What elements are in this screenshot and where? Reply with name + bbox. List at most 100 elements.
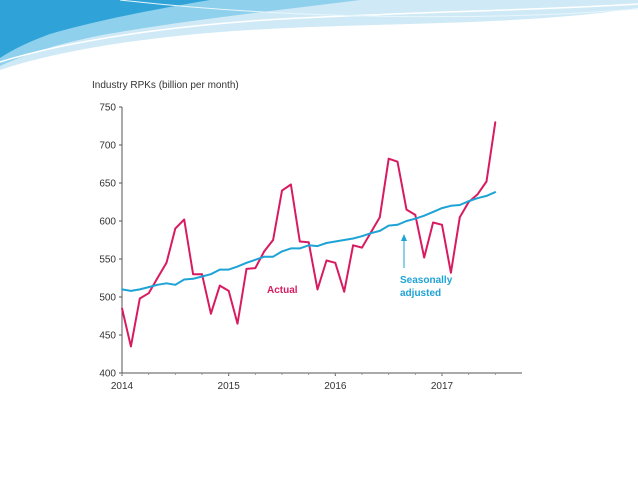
chart-caption-area <box>82 400 294 468</box>
chart-panel <box>82 66 558 412</box>
series-line-actual <box>121 122 497 348</box>
y-axis-ticks: 750 700 650 600 550 500 450 400 <box>99 103 122 380</box>
data-point-seasonally-adjusted <box>450 204 452 207</box>
chart-axes <box>121 107 522 374</box>
header-swoosh-decoration <box>0 0 638 70</box>
y-tick-label: 750 <box>99 103 116 114</box>
data-point-actual <box>290 183 292 186</box>
data-point-actual <box>343 290 346 293</box>
data-point-seasonally-adjusted <box>370 232 372 235</box>
data-point-actual <box>387 157 390 160</box>
data-point-actual <box>210 312 212 315</box>
data-point-actual <box>396 160 399 163</box>
data-point-seasonally-adjusted <box>325 242 328 244</box>
data-point-seasonally-adjusted <box>441 207 443 210</box>
y-tick-label: 700 <box>99 141 116 152</box>
data-point-actual <box>298 240 301 243</box>
chart-series <box>121 121 497 348</box>
data-point-seasonally-adjusted <box>218 268 221 271</box>
data-point-seasonally-adjusted <box>130 290 132 292</box>
y-tick-label: 550 <box>99 255 116 266</box>
data-point-actual <box>121 307 123 310</box>
data-point-actual <box>227 290 230 292</box>
data-point-seasonally-adjusted <box>210 273 212 276</box>
data-point-actual <box>476 193 479 196</box>
data-point-seasonally-adjusted <box>281 250 283 253</box>
data-point-seasonally-adjusted <box>334 240 337 243</box>
data-point-actual <box>432 221 434 224</box>
data-point-actual <box>165 261 168 264</box>
data-point-actual <box>378 216 381 219</box>
data-point-seasonally-adjusted <box>361 235 363 238</box>
data-point-seasonally-adjusted <box>396 223 399 226</box>
annotation-seasonally-adjusted-line1: Seasonally <box>400 275 453 286</box>
data-point-seasonally-adjusted <box>201 275 203 278</box>
data-point-seasonally-adjusted <box>174 283 177 286</box>
x-tick-label: 2014 <box>111 381 134 392</box>
data-point-seasonally-adjusted <box>458 204 461 206</box>
data-point-seasonally-adjusted <box>343 239 346 241</box>
swoosh-highlight-line-2 <box>119 0 638 18</box>
x-tick-label: 2017 <box>431 381 454 392</box>
data-point-seasonally-adjusted <box>165 282 168 285</box>
data-point-actual <box>147 292 150 295</box>
data-point-seasonally-adjusted <box>192 277 194 280</box>
chart-annotations: Actual Seasonally adjusted <box>267 234 453 299</box>
annotation-seasonally-adjusted-line2: adjusted <box>400 288 441 299</box>
data-point-seasonally-adjusted <box>307 244 310 247</box>
data-point-seasonally-adjusted <box>236 265 239 268</box>
data-point-actual <box>316 288 319 291</box>
data-point-actual <box>192 273 194 276</box>
data-point-seasonally-adjusted <box>494 191 497 193</box>
data-point-seasonally-adjusted <box>298 247 301 250</box>
data-point-actual <box>423 256 426 259</box>
data-point-seasonally-adjusted <box>183 278 186 281</box>
y-tick-label: 600 <box>99 217 116 228</box>
data-point-actual <box>254 267 257 269</box>
data-point-actual <box>334 261 337 264</box>
data-point-seasonally-adjusted <box>378 230 381 232</box>
data-point-actual <box>352 244 354 247</box>
data-point-actual <box>485 180 488 183</box>
data-point-seasonally-adjusted <box>467 200 470 203</box>
data-point-seasonally-adjusted <box>245 261 248 264</box>
data-point-actual <box>325 259 328 262</box>
data-point-actual <box>174 227 177 230</box>
rpk-line-chart: Industry RPKs (billion per month) 750 700… <box>92 80 522 392</box>
data-point-actual <box>458 216 461 219</box>
data-point-actual <box>236 322 239 325</box>
data-point-seasonally-adjusted <box>147 286 150 288</box>
data-point-seasonally-adjusted <box>485 195 488 197</box>
data-point-seasonally-adjusted <box>414 217 417 220</box>
annotation-actual: Actual <box>267 285 298 296</box>
data-point-actual <box>138 297 141 300</box>
data-point-actual <box>361 246 363 249</box>
data-point-actual <box>201 273 203 276</box>
data-point-seasonally-adjusted <box>254 258 257 261</box>
x-tick-label: 2015 <box>218 381 241 392</box>
data-point-actual <box>218 284 221 287</box>
data-point-seasonally-adjusted <box>405 220 408 222</box>
data-point-seasonally-adjusted <box>316 245 319 248</box>
data-point-seasonally-adjusted <box>272 255 274 258</box>
data-point-actual <box>450 271 452 274</box>
chart-title: Industry RPKs (billion per month) <box>92 80 239 91</box>
data-point-actual <box>272 239 274 241</box>
data-point-actual <box>245 268 248 270</box>
data-point-actual <box>441 223 443 226</box>
swoosh-highlight-line <box>0 3 638 63</box>
data-point-seasonally-adjusted <box>352 237 354 240</box>
x-tick-label: 2016 <box>324 381 347 392</box>
x-axis-ticks: 2014 2015 2016 2017 <box>111 373 496 392</box>
data-point-seasonally-adjusted <box>263 255 266 258</box>
data-point-seasonally-adjusted <box>476 197 479 200</box>
annotation-seasonally-adjusted-arrowhead <box>401 234 407 241</box>
data-point-actual <box>494 121 497 124</box>
data-point-actual <box>130 345 132 348</box>
data-point-seasonally-adjusted <box>387 224 390 227</box>
y-tick-label: 650 <box>99 179 116 190</box>
data-point-seasonally-adjusted <box>432 211 434 213</box>
swoosh-dark-band <box>0 0 210 58</box>
data-point-seasonally-adjusted <box>156 283 159 286</box>
